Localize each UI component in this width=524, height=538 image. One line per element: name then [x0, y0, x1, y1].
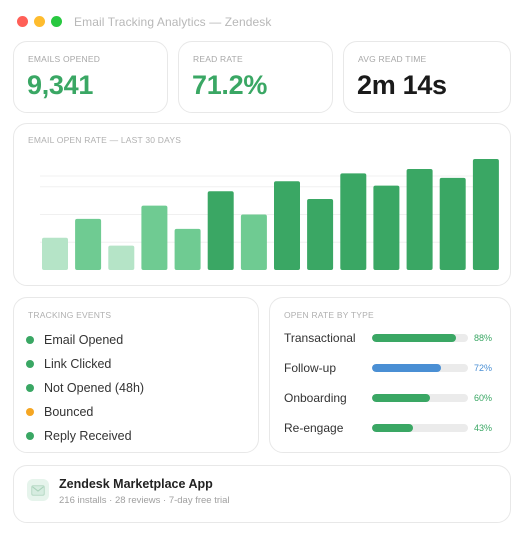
event-label: Reply Received — [44, 429, 132, 443]
open-rate-by-type-card: OPEN RATE BY TYPE Transactional 88% Foll… — [269, 297, 511, 453]
marketplace-app-card[interactable]: Zendesk Marketplace App 216 installs · 2… — [13, 465, 511, 523]
minimize-window-button[interactable] — [34, 16, 45, 27]
type-label: Re-engage — [284, 421, 344, 435]
status-dot — [26, 336, 34, 344]
event-label: Bounced — [44, 405, 94, 419]
chart-bar — [340, 173, 367, 270]
mail-icon — [27, 479, 49, 501]
chart-bar — [75, 218, 102, 270]
progress-track — [372, 394, 468, 402]
kpi-value: 2m 14s — [357, 70, 447, 100]
chart-bar — [141, 205, 168, 270]
status-dot — [26, 408, 34, 416]
close-window-button[interactable] — [17, 16, 28, 27]
window-title: Email Tracking Analytics — Zendesk — [74, 15, 272, 29]
event-label: Not Opened (48h) — [44, 381, 145, 395]
chart-bar — [307, 199, 334, 270]
tracking-events-card: TRACKING EVENTS Email Opened Link Clicke… — [13, 297, 259, 453]
kpi-card-read-rate: READ RATE 71.2% — [178, 41, 333, 113]
window-titlebar: Email Tracking Analytics — Zendesk — [0, 0, 524, 40]
app-title: Zendesk Marketplace App — [59, 477, 213, 491]
chart-bar — [174, 228, 201, 270]
event-item-not-opened: Not Opened (48h) — [26, 379, 144, 397]
chart-bar — [472, 159, 499, 270]
status-dot — [26, 360, 34, 368]
type-row-re-engage: Re-engage 43% — [284, 420, 498, 436]
type-label: Follow-up — [284, 361, 337, 375]
status-dot — [26, 432, 34, 440]
type-percent: 60% — [474, 393, 493, 403]
type-label: Transactional — [284, 331, 356, 345]
open-rate-chart-card: EMAIL OPEN RATE — LAST 30 DAYS — [13, 123, 511, 286]
chart-bar — [274, 181, 300, 270]
event-item-link-clicked: Link Clicked — [26, 355, 111, 373]
event-item-reply-received: Reply Received — [26, 427, 132, 445]
progress-fill — [372, 394, 430, 402]
type-percent: 72% — [474, 363, 493, 373]
event-label: Link Clicked — [44, 357, 112, 371]
kpi-card-emails-opened: EMAILS OPENED 9,341 — [13, 41, 168, 113]
event-label: Email Opened — [44, 333, 124, 347]
kpi-value: 71.2% — [192, 70, 268, 100]
progress-track — [372, 424, 468, 432]
kpi-label: READ RATE — [193, 54, 243, 64]
chart-bar — [406, 169, 433, 270]
kpi-label: AVG READ TIME — [358, 54, 427, 64]
event-item-bounced: Bounced — [26, 403, 93, 421]
event-item-email-opened: Email Opened — [26, 331, 123, 349]
chart-bar — [42, 237, 68, 270]
type-row-follow-up: Follow-up 72% — [284, 360, 498, 376]
maximize-window-button[interactable] — [51, 16, 62, 27]
type-percent: 43% — [474, 423, 493, 433]
chart-bar — [373, 185, 400, 270]
progress-track — [372, 364, 468, 372]
kpi-label: EMAILS OPENED — [28, 54, 101, 64]
kpi-card-avg-read-time: AVG READ TIME 2m 14s — [343, 41, 511, 113]
type-row-transactional: Transactional 88% — [284, 330, 498, 346]
tracking-events-title: TRACKING EVENTS — [28, 310, 112, 320]
app-subtitle: 216 installs · 28 reviews · 7-day free t… — [59, 495, 230, 506]
progress-track — [372, 334, 468, 342]
open-rate-bar-chart — [40, 159, 499, 270]
type-row-onboarding: Onboarding 60% — [284, 390, 498, 406]
status-dot — [26, 384, 34, 392]
type-percent: 88% — [474, 333, 493, 343]
chart-bar — [108, 245, 135, 270]
chart-bar — [240, 214, 267, 270]
chart-title: EMAIL OPEN RATE — LAST 30 DAYS — [28, 135, 182, 145]
chart-bar — [439, 177, 466, 270]
chart-bar — [207, 191, 234, 270]
open-rate-by-type-title: OPEN RATE BY TYPE — [284, 310, 374, 320]
kpi-value: 9,341 — [27, 70, 94, 100]
progress-fill — [372, 424, 414, 432]
progress-fill — [372, 334, 457, 342]
type-label: Onboarding — [284, 391, 347, 405]
progress-fill — [372, 364, 442, 372]
